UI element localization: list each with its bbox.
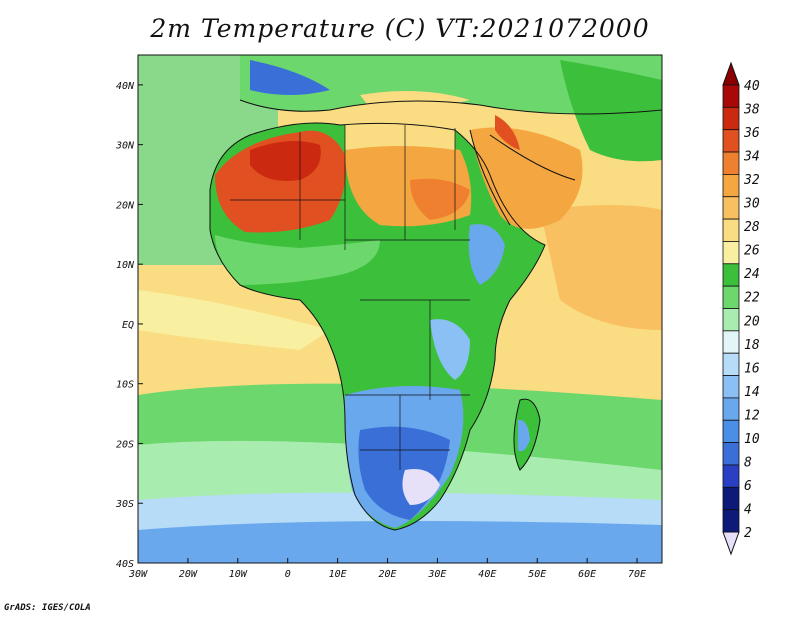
africa-coastline bbox=[209, 122, 546, 531]
x-tick-label: 70E bbox=[628, 569, 646, 580]
gulf-guinea-band bbox=[138, 290, 330, 350]
colorbar-box bbox=[722, 241, 740, 265]
country-borders bbox=[230, 125, 470, 470]
colorbar-label: 18 bbox=[744, 338, 760, 353]
colorbar-box bbox=[722, 397, 740, 421]
colorbar-box bbox=[722, 375, 740, 399]
colorbar-label: 22 bbox=[744, 291, 760, 306]
colorbar-label: 10 bbox=[744, 432, 760, 447]
colorbar-box bbox=[722, 196, 740, 220]
y-tick-label: 10N bbox=[116, 260, 135, 271]
x-tick-label: 50E bbox=[528, 569, 546, 580]
colorbar-label: 26 bbox=[744, 244, 760, 259]
colorbar-label: 4 bbox=[744, 502, 752, 517]
colorbar-box bbox=[722, 464, 740, 488]
colorbar-box bbox=[722, 151, 740, 175]
y-tick-label: 30N bbox=[115, 141, 135, 152]
colorbar-label: 6 bbox=[744, 479, 752, 494]
colorbar-label: 32 bbox=[743, 173, 760, 188]
mediterranean bbox=[360, 91, 470, 109]
x-tick-label: 10E bbox=[329, 569, 347, 580]
x-tick-label: 20W bbox=[179, 569, 198, 580]
europe-land bbox=[240, 55, 662, 114]
grads-credit: GrADS: IGES/COLA bbox=[4, 603, 91, 613]
colorbar-label: 38 bbox=[743, 103, 760, 118]
colorbar-box bbox=[722, 285, 740, 309]
colorbar-box bbox=[722, 129, 740, 153]
x-tick-label: 10W bbox=[229, 569, 248, 580]
colorbar-label: 2 bbox=[744, 526, 752, 541]
colorbar-box bbox=[722, 330, 740, 354]
map-frame bbox=[137, 54, 663, 564]
colorbar-label: 28 bbox=[744, 220, 760, 235]
y-tick-label: 20S bbox=[116, 439, 134, 450]
lesotho-coldest bbox=[402, 469, 440, 505]
sahel-green bbox=[215, 235, 380, 285]
latitude-axis: 40S 30S 20S 10S EQ 10N 20N 30N 40N bbox=[115, 81, 143, 570]
colorbar-label: 20 bbox=[744, 314, 760, 329]
colorbar-box bbox=[722, 263, 740, 287]
colorbar-label: 36 bbox=[743, 126, 760, 141]
colorbar-label: 14 bbox=[744, 385, 760, 400]
iberia-cool bbox=[250, 60, 330, 95]
colorbar-box bbox=[722, 352, 740, 376]
temperature-field bbox=[138, 55, 662, 563]
madagascar-highlands bbox=[518, 419, 530, 452]
colorbar-label: 34 bbox=[743, 150, 760, 165]
page-title: 2m Temperature (C) VT:2021072000 bbox=[150, 14, 650, 43]
longitude-axis: 30W 20W 10W 0 10E 20E 30E 40E 50E 60E 70E bbox=[128, 558, 646, 580]
y-tick-label: 20N bbox=[116, 200, 135, 211]
colorbar-box bbox=[722, 442, 740, 466]
x-tick-label: 20E bbox=[378, 569, 396, 580]
x-tick-label: 30E bbox=[427, 569, 446, 580]
south-ocean-coldest bbox=[138, 521, 662, 563]
y-tick-label: EQ bbox=[122, 320, 134, 331]
colorbar-box bbox=[722, 84, 740, 108]
sahara-hotspot bbox=[250, 141, 321, 181]
colorbar-box bbox=[722, 419, 740, 444]
colorbar-label: 16 bbox=[744, 361, 760, 376]
east-africa-highlands bbox=[430, 319, 470, 380]
colorbar-box bbox=[722, 308, 740, 332]
colorbar-bottom-arrow bbox=[722, 531, 740, 556]
colorbar-label: 12 bbox=[744, 408, 760, 423]
colorbar-top-arrow bbox=[722, 61, 740, 86]
x-tick-label: 30W bbox=[128, 569, 148, 580]
colorbar-box bbox=[722, 106, 740, 131]
y-tick-label: 40N bbox=[116, 81, 135, 92]
colorbar-box bbox=[722, 173, 740, 198]
red-sea-gulf-coastline bbox=[469, 129, 576, 226]
y-tick-label: 10S bbox=[116, 380, 134, 391]
x-tick-label: 40E bbox=[478, 569, 496, 580]
mediterranean-coastline bbox=[239, 99, 662, 115]
arabian-sea-warm bbox=[540, 205, 662, 330]
madagascar-coastline bbox=[513, 398, 541, 471]
x-tick-label: 0 bbox=[285, 569, 291, 580]
libya-egypt bbox=[345, 122, 455, 150]
colorbar-box bbox=[722, 218, 740, 242]
colorbar-label: 24 bbox=[744, 267, 760, 282]
y-tick-label: 30S bbox=[115, 499, 134, 510]
colorbar-label: 8 bbox=[744, 455, 752, 470]
y-tick-label: 40S bbox=[116, 559, 134, 570]
iran-land bbox=[560, 60, 662, 162]
iraq-hot bbox=[495, 115, 520, 150]
colorbar-label: 40 bbox=[744, 79, 760, 94]
colorbar-box bbox=[722, 486, 740, 511]
colorbar-box bbox=[722, 509, 740, 533]
ethiopia-highlands bbox=[468, 224, 505, 285]
x-tick-label: 60E bbox=[578, 569, 596, 580]
colorbar: 40 38 36 34 32 30 28 26 24 22 20 18 16 14 12 10 8 6 4 2 bbox=[722, 61, 760, 556]
colorbar-label: 30 bbox=[743, 197, 760, 212]
